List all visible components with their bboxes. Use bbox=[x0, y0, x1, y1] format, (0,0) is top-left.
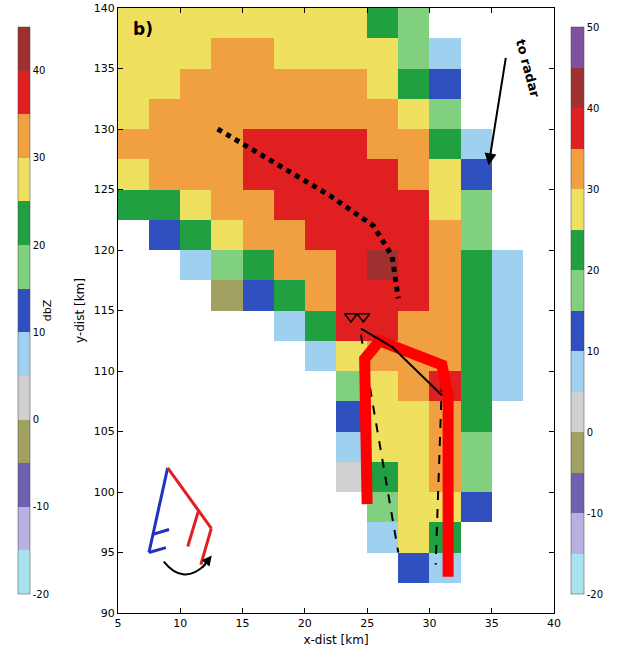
svg-text:30: 30 bbox=[33, 152, 46, 163]
svg-text:40: 40 bbox=[587, 103, 600, 114]
svg-text:40: 40 bbox=[33, 65, 46, 76]
svg-text:20: 20 bbox=[33, 240, 46, 251]
svg-text:-10: -10 bbox=[33, 501, 49, 512]
svg-text:30: 30 bbox=[587, 184, 600, 195]
svg-text:-10: -10 bbox=[587, 508, 603, 519]
svg-text:90: 90 bbox=[101, 607, 115, 620]
svg-text:35: 35 bbox=[485, 617, 499, 630]
svg-text:140: 140 bbox=[94, 2, 115, 15]
svg-text:25: 25 bbox=[360, 617, 374, 630]
svg-text:40: 40 bbox=[547, 617, 561, 630]
svg-text:30: 30 bbox=[422, 617, 436, 630]
svg-text:130: 130 bbox=[94, 123, 115, 136]
svg-text:-20: -20 bbox=[33, 589, 49, 600]
svg-text:x-dist [km]: x-dist [km] bbox=[303, 633, 368, 647]
svg-text:100: 100 bbox=[94, 486, 115, 499]
svg-text:y-dist [km]: y-dist [km] bbox=[73, 278, 87, 343]
svg-text:95: 95 bbox=[101, 546, 115, 559]
svg-text:110: 110 bbox=[94, 365, 115, 378]
svg-text:105: 105 bbox=[94, 425, 115, 438]
svg-text:20: 20 bbox=[298, 617, 312, 630]
svg-text:115: 115 bbox=[94, 304, 115, 317]
svg-text:125: 125 bbox=[94, 183, 115, 196]
svg-text:135: 135 bbox=[94, 62, 115, 75]
svg-text:5: 5 bbox=[115, 617, 122, 630]
svg-text:b): b) bbox=[133, 19, 153, 39]
svg-text:0: 0 bbox=[33, 414, 39, 425]
svg-text:10: 10 bbox=[173, 617, 187, 630]
svg-text:10: 10 bbox=[587, 346, 600, 357]
svg-text:dbZ: dbZ bbox=[41, 299, 54, 321]
svg-text:0: 0 bbox=[587, 427, 593, 438]
svg-text:10: 10 bbox=[33, 327, 46, 338]
svg-text:-20: -20 bbox=[587, 589, 603, 600]
svg-text:to radar: to radar bbox=[513, 38, 543, 100]
svg-text:15: 15 bbox=[236, 617, 250, 630]
svg-text:20: 20 bbox=[587, 265, 600, 276]
svg-text:120: 120 bbox=[94, 244, 115, 257]
svg-text:50: 50 bbox=[587, 22, 600, 33]
